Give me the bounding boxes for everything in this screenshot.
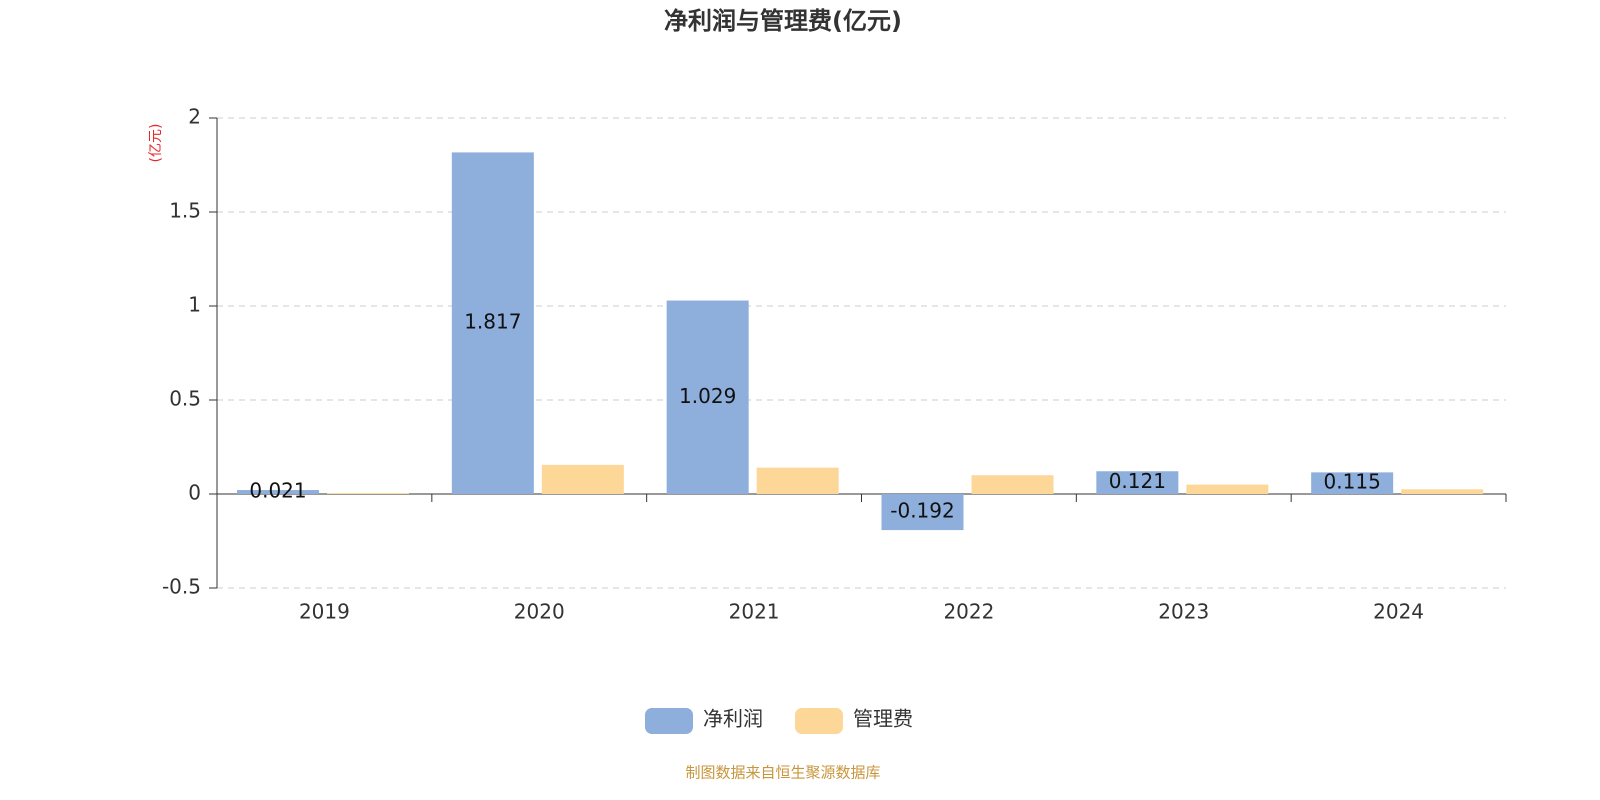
bar [327, 493, 409, 494]
chart-title: 净利润与管理费(亿元) [664, 7, 902, 35]
bar [666, 300, 749, 494]
bar [1186, 484, 1269, 494]
data-label: 0.115 [1324, 470, 1381, 494]
legend-swatch [645, 708, 693, 734]
legend-swatch [795, 708, 843, 734]
data-label: 0.021 [249, 479, 306, 503]
x-tick-label: 2024 [1373, 600, 1424, 624]
data-label: -0.192 [890, 499, 954, 523]
x-tick-label: 2022 [943, 600, 994, 624]
x-tick-label: 2019 [299, 600, 350, 624]
y-tick-label: 1 [188, 293, 201, 317]
y-unit: (亿元) [148, 124, 164, 163]
bar [1311, 472, 1394, 494]
bar [451, 152, 534, 495]
y-tick-label: -0.5 [162, 575, 201, 599]
y-tick-label: 2 [188, 105, 201, 129]
bar [881, 494, 964, 531]
bar [756, 467, 839, 494]
bar [1401, 489, 1484, 494]
bar [971, 475, 1054, 494]
data-label: 0.121 [1109, 469, 1166, 493]
legend-label: 净利润 [703, 707, 763, 731]
y-tick-label: 0.5 [169, 387, 201, 411]
data-label: 1.817 [464, 310, 521, 334]
x-tick-label: 2020 [514, 600, 565, 624]
bar [237, 490, 319, 494]
y-tick-label: 0 [188, 481, 201, 505]
legend-label: 管理费 [853, 707, 913, 731]
source-note: 制图数据来自恒生聚源数据库 [685, 764, 880, 782]
data-label: 1.029 [679, 384, 736, 408]
bar [541, 464, 624, 494]
x-tick-label: 2021 [729, 600, 780, 624]
y-tick-label: 1.5 [169, 199, 201, 223]
x-tick-label: 2023 [1158, 600, 1209, 624]
bar [1096, 471, 1179, 494]
